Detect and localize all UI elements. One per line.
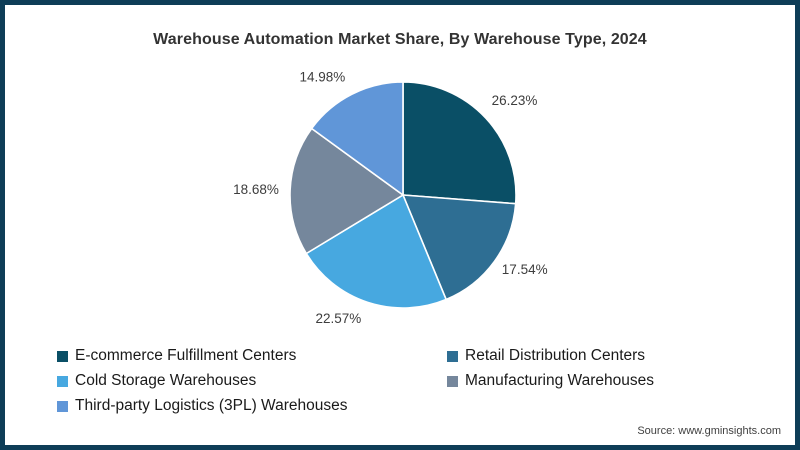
legend-label: E-commerce Fulfillment Centers [75, 347, 297, 364]
pie-slice [310, 81, 404, 196]
legend-label: Third-party Logistics (3PL) Warehouses [75, 397, 348, 414]
legend-swatch-icon [447, 375, 458, 387]
pie-percentage-label: 26.23% [492, 93, 538, 108]
legend-swatch-icon [447, 350, 458, 362]
pie-slice [402, 194, 517, 301]
legend-swatch-icon [57, 400, 68, 412]
legend-label: Manufacturing Warehouses [465, 372, 654, 389]
pie-slice [289, 127, 404, 255]
legend-item: Manufacturing Warehouses [447, 371, 654, 391]
legend-label: Cold Storage Warehouses [75, 372, 257, 389]
legend: E-commerce Fulfillment Centers Retail Dis… [57, 346, 654, 416]
pie-percentage-label: 18.68% [233, 182, 279, 197]
legend-item: Cold Storage Warehouses [57, 371, 447, 391]
pie-percentage-label: 22.57% [316, 311, 362, 326]
legend-swatch-icon [57, 350, 68, 362]
legend-item: Third-party Logistics (3PL) Warehouses [57, 396, 447, 416]
pie-percentage-label: 17.54% [502, 262, 548, 277]
legend-swatch-icon [57, 375, 68, 387]
legend-item: E-commerce Fulfillment Centers [57, 346, 447, 366]
pie-chart: 26.23% 17.54% 22.57% 18.68% 14.98% [233, 70, 548, 327]
pie-slice [402, 81, 517, 205]
legend-label: Retail Distribution Centers [465, 347, 646, 364]
chart-title: Warehouse Automation Market Share, By Wa… [153, 31, 647, 48]
pie-slice [305, 194, 447, 309]
source-attribution: Source: www.gminsights.com [637, 425, 781, 437]
legend-item: Retail Distribution Centers [447, 346, 654, 366]
pie-percentage-label: 14.98% [300, 70, 346, 85]
